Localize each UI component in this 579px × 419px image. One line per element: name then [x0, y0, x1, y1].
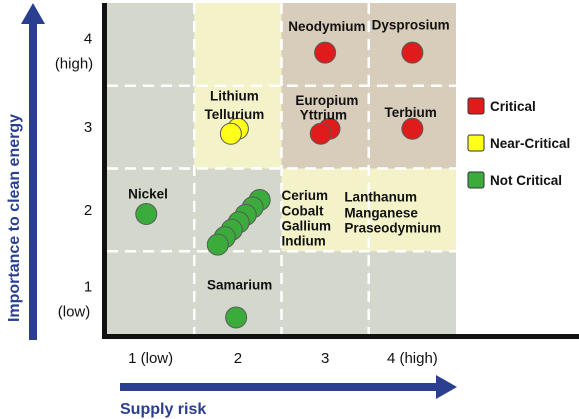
- element-label: Lanthanum: [344, 190, 417, 205]
- data-point: [401, 117, 424, 140]
- x-axis-arrow-head: [436, 375, 457, 399]
- x-tick-label: 1 (low): [128, 350, 173, 367]
- x-tick-label: 3: [321, 350, 329, 367]
- y-tick-label: 1: [84, 279, 92, 296]
- x-tick-label: 4 (high): [387, 350, 438, 367]
- legend-label: Near-Critical: [490, 136, 570, 151]
- axes: [21, 3, 579, 399]
- element-label: Nickel: [128, 186, 168, 201]
- data-point: [401, 41, 424, 64]
- y-tick-sublabel: (low): [58, 304, 91, 321]
- y-tick-label: 2: [84, 202, 92, 219]
- element-labels: Neodymium Dysprosium Lithium Tellurium Europ…: [128, 18, 450, 293]
- background-cell: [368, 251, 456, 334]
- element-label: Tellurium: [205, 107, 265, 122]
- y-tick-label: 3: [84, 119, 92, 136]
- data-point: [219, 122, 242, 145]
- data-point: [206, 233, 229, 256]
- x-axis-title: Supply risk: [120, 401, 206, 418]
- data-point: [309, 122, 332, 145]
- element-label: Samarium: [207, 277, 272, 292]
- background-cell: [107, 251, 195, 334]
- y-tick-label: 4: [84, 30, 92, 47]
- x-axis-line: [102, 334, 579, 339]
- y-axis-arrow-shaft: [29, 22, 37, 340]
- grid-lines: [107, 3, 579, 334]
- legend-swatch: [467, 97, 485, 115]
- y-axis-line: [102, 3, 107, 339]
- element-label: Indium: [282, 233, 326, 248]
- background-cell: [107, 85, 195, 169]
- element-label: Neodymium: [288, 19, 365, 34]
- background-cell: [107, 3, 195, 86]
- element-label: Terbium: [384, 105, 436, 120]
- element-label: Cobalt: [282, 204, 325, 219]
- element-label: Praseodymium: [344, 220, 441, 235]
- element-label: Gallium: [282, 219, 332, 234]
- y-axis-title: Importance to clean energy: [6, 114, 23, 322]
- legend-swatch: [467, 171, 485, 189]
- tick-labels: 1 (low) 2 3 4 (high) 4 (high) 3 2 1 (low): [55, 30, 438, 367]
- y-axis-arrow-head: [21, 3, 45, 24]
- element-label: Europium: [295, 93, 358, 108]
- x-axis-arrow-shaft: [120, 383, 438, 391]
- data-point: [135, 203, 158, 226]
- x-tick-label: 2: [234, 350, 242, 367]
- element-label: Dysprosium: [372, 18, 450, 33]
- background-cell: [281, 251, 369, 334]
- legend-label: Not Critical: [490, 173, 562, 188]
- element-label: Yttrium: [300, 108, 347, 123]
- legend-swatch: [467, 134, 485, 152]
- legend: Critical Near-Critical Not Critical: [467, 97, 570, 189]
- background-cell: [194, 3, 282, 86]
- element-label: Lithium: [210, 89, 259, 104]
- legend-label: Critical: [490, 99, 536, 114]
- data-point: [314, 41, 337, 64]
- background-cells: [107, 3, 456, 334]
- y-tick-sublabel: (high): [55, 55, 93, 72]
- data-point: [225, 306, 248, 329]
- element-label: Manganese: [344, 205, 418, 220]
- data-points: [135, 41, 424, 329]
- background-cell: [368, 168, 456, 252]
- background-cell: [281, 168, 369, 252]
- element-label: Cerium: [282, 188, 329, 203]
